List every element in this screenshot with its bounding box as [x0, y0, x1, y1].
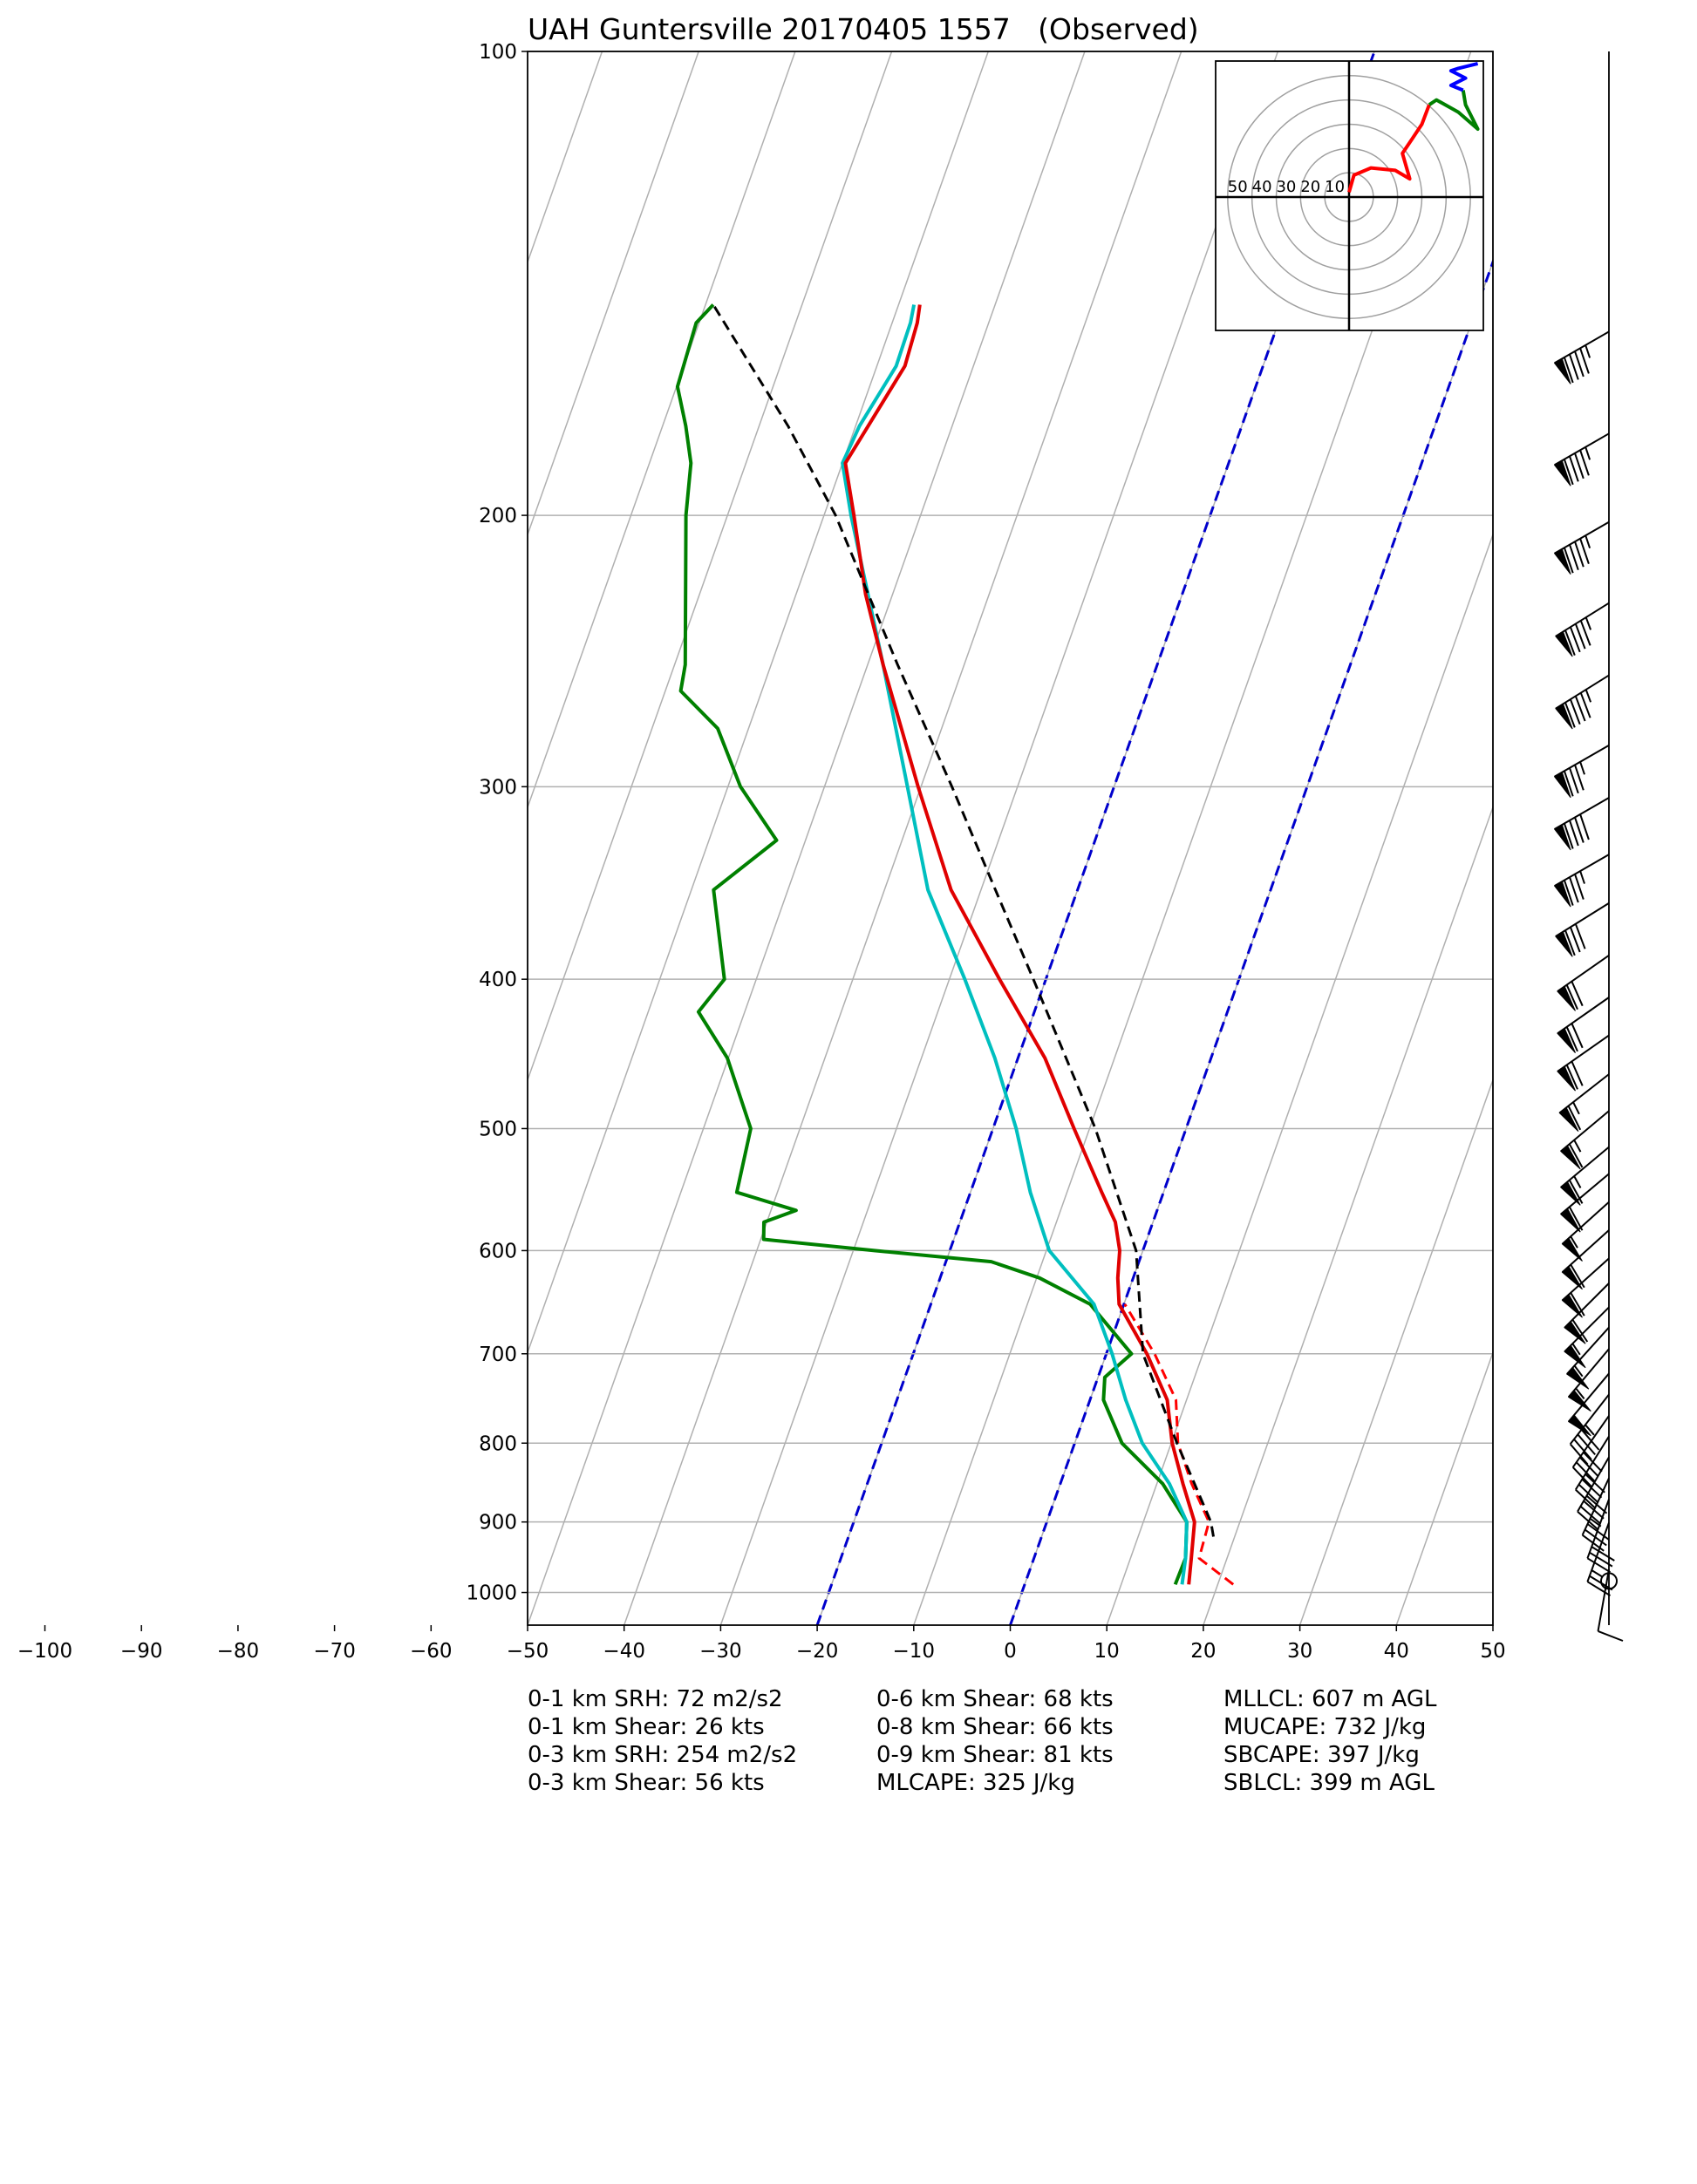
- hodograph-ring-label: 10: [1325, 178, 1345, 196]
- y-tick-label: 600: [479, 1240, 517, 1262]
- y-tick-label: 500: [479, 1118, 517, 1140]
- x-tick-label: −50: [507, 1640, 549, 1663]
- x-tick-label: 20: [1190, 1640, 1216, 1663]
- y-tick-label: 100: [479, 41, 517, 64]
- x-tick-label: 30: [1287, 1640, 1312, 1663]
- x-tick-label: −70: [313, 1640, 356, 1663]
- stat-line: 0-1 km Shear: 26 kts: [528, 1714, 765, 1740]
- stat-line: 0-6 km Shear: 68 kts: [876, 1686, 1114, 1712]
- x-tick-label: −80: [217, 1640, 260, 1663]
- stat-line: 0-8 km Shear: 66 kts: [876, 1714, 1114, 1740]
- y-tick-label: 1000: [466, 1582, 517, 1605]
- x-tick-label: −20: [796, 1640, 839, 1663]
- x-tick-label: 10: [1094, 1640, 1120, 1663]
- y-tick-label: 400: [479, 969, 517, 991]
- x-tick-label: 50: [1480, 1640, 1505, 1663]
- x-tick-label: −90: [120, 1640, 163, 1663]
- x-tick-label: −10: [893, 1640, 936, 1663]
- x-tick-label: 40: [1384, 1640, 1409, 1663]
- stat-line: MLLCL: 607 m AGL: [1223, 1686, 1437, 1712]
- hodograph-ring-label: 30: [1276, 178, 1296, 196]
- stat-line: 0-9 km Shear: 81 kts: [876, 1742, 1114, 1768]
- stat-line: MUCAPE: 732 J/kg: [1223, 1714, 1426, 1740]
- x-tick-label: −30: [699, 1640, 742, 1663]
- hodograph-ring-label: 50: [1228, 178, 1248, 196]
- stat-line: SBCAPE: 397 J/kg: [1223, 1742, 1420, 1768]
- stat-line: 0-3 km SRH: 254 m2/s2: [528, 1742, 797, 1768]
- x-tick-label: −100: [17, 1640, 72, 1663]
- x-tick-label: 0: [1004, 1640, 1017, 1663]
- y-tick-label: 300: [479, 776, 517, 799]
- y-tick-label: 900: [479, 1512, 517, 1534]
- hodograph-ring-label: 20: [1300, 178, 1320, 196]
- stat-line: MLCAPE: 325 J/kg: [876, 1770, 1075, 1796]
- stat-line: SBLCL: 399 m AGL: [1223, 1770, 1435, 1796]
- y-tick-label: 700: [479, 1344, 517, 1366]
- stat-line: 0-1 km SRH: 72 m2/s2: [528, 1686, 783, 1712]
- x-tick-label: −60: [410, 1640, 453, 1663]
- y-tick-label: 800: [479, 1432, 517, 1455]
- x-tick-label: −40: [603, 1640, 645, 1663]
- hodograph-ring-label: 40: [1252, 178, 1272, 196]
- stat-line: 0-3 km Shear: 56 kts: [528, 1770, 765, 1796]
- chart-title: UAH Guntersville 20170405 1557 (Observed…: [528, 12, 1199, 46]
- y-tick-label: 200: [479, 505, 517, 527]
